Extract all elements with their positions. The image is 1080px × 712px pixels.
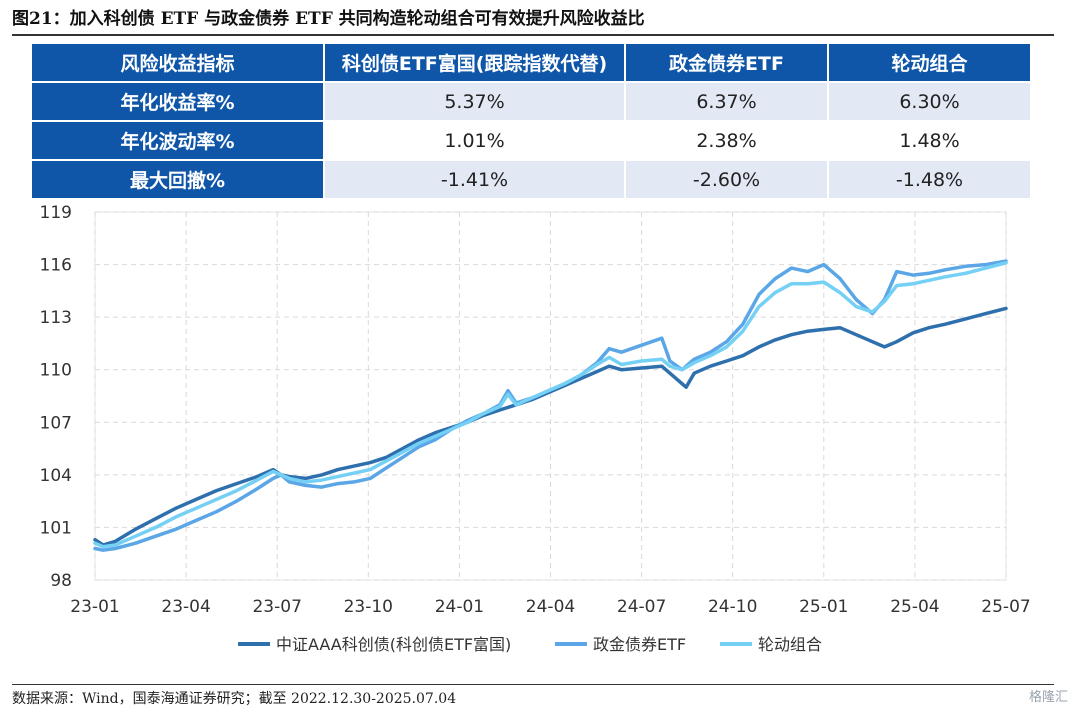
legend-label-3: 轮动组合	[758, 635, 822, 654]
x-tick-label: 24-10	[708, 597, 757, 617]
table-header-row: 风险收益指标 科创债ETF富国(跟踪指数代替) 政金债券ETF 轮动组合	[30, 42, 1032, 83]
y-tick-label: 116	[40, 256, 72, 276]
table-header-cell: 政金债券ETF	[624, 42, 829, 83]
y-tick-label: 104	[40, 466, 72, 486]
y-tick-label: 119	[40, 203, 72, 223]
table-cell: 1.48%	[827, 120, 1032, 161]
y-tick-label: 101	[40, 518, 72, 538]
source-note: 数据来源：Wind，国泰海通证券研究；截至 2022.12.30-2025.07…	[12, 691, 457, 707]
row-label: 年化收益率%	[30, 81, 325, 122]
table-row: 年化波动率% 1.01% 2.38% 1.48%	[30, 120, 1032, 161]
title-rule	[12, 34, 1054, 36]
table-cell: -2.60%	[624, 159, 829, 200]
table-cell: -1.41%	[323, 159, 626, 200]
source-rule	[12, 684, 1054, 685]
table-cell: 6.30%	[827, 81, 1032, 122]
x-tick-label: 25-01	[799, 597, 848, 617]
table-header-cell: 科创债ETF富国(跟踪指数代替)	[323, 42, 626, 83]
y-tick-label: 107	[40, 413, 72, 433]
table-cell: 6.37%	[624, 81, 829, 122]
y-tick-label: 110	[40, 361, 72, 381]
table-header-cell: 风险收益指标	[30, 42, 325, 83]
table-cell: -1.48%	[827, 159, 1032, 200]
x-tick-label: 23-07	[252, 597, 301, 617]
table-cell: 1.01%	[323, 120, 626, 161]
x-tick-label: 23-10	[344, 597, 393, 617]
table-cell: 2.38%	[624, 120, 829, 161]
x-tick-label: 23-04	[161, 597, 210, 617]
line-chart: 98 101 104 107 110 113 116 119 23-01 23-04 23-07 23…	[40, 203, 1031, 654]
table-row: 最大回撤% -1.41% -2.60% -1.48%	[30, 159, 1032, 200]
x-tick-label: 24-04	[526, 597, 575, 617]
row-label: 年化波动率%	[30, 120, 325, 161]
legend-label-2: 政金债券ETF	[593, 635, 686, 654]
table-row: 年化收益率% 5.37% 6.37% 6.30%	[30, 81, 1032, 122]
x-tick-label: 24-01	[435, 597, 484, 617]
watermark: 格隆汇	[1028, 690, 1068, 705]
x-tick-label: 23-01	[70, 597, 119, 617]
figure-title: 图21：加入科创债 ETF 与政金债券 ETF 共同构造轮动组合可有效提升风险收…	[12, 9, 645, 29]
row-label: 最大回撤%	[30, 159, 325, 200]
y-tick-label: 98	[50, 571, 72, 591]
series-line-3	[93, 261, 1008, 549]
table-header-cell: 轮动组合	[827, 42, 1032, 83]
x-tick-label: 24-07	[617, 597, 666, 617]
metrics-table: 风险收益指标 科创债ETF富国(跟踪指数代替) 政金债券ETF 轮动组合 年化收…	[30, 42, 1032, 200]
table-cell: 5.37%	[323, 81, 626, 122]
y-tick-label: 113	[40, 308, 72, 328]
legend-label-1: 中证AAA科创债(科创债ETF富国)	[276, 635, 511, 654]
x-tick-label: 25-07	[981, 597, 1030, 617]
x-tick-label: 25-04	[890, 597, 939, 617]
